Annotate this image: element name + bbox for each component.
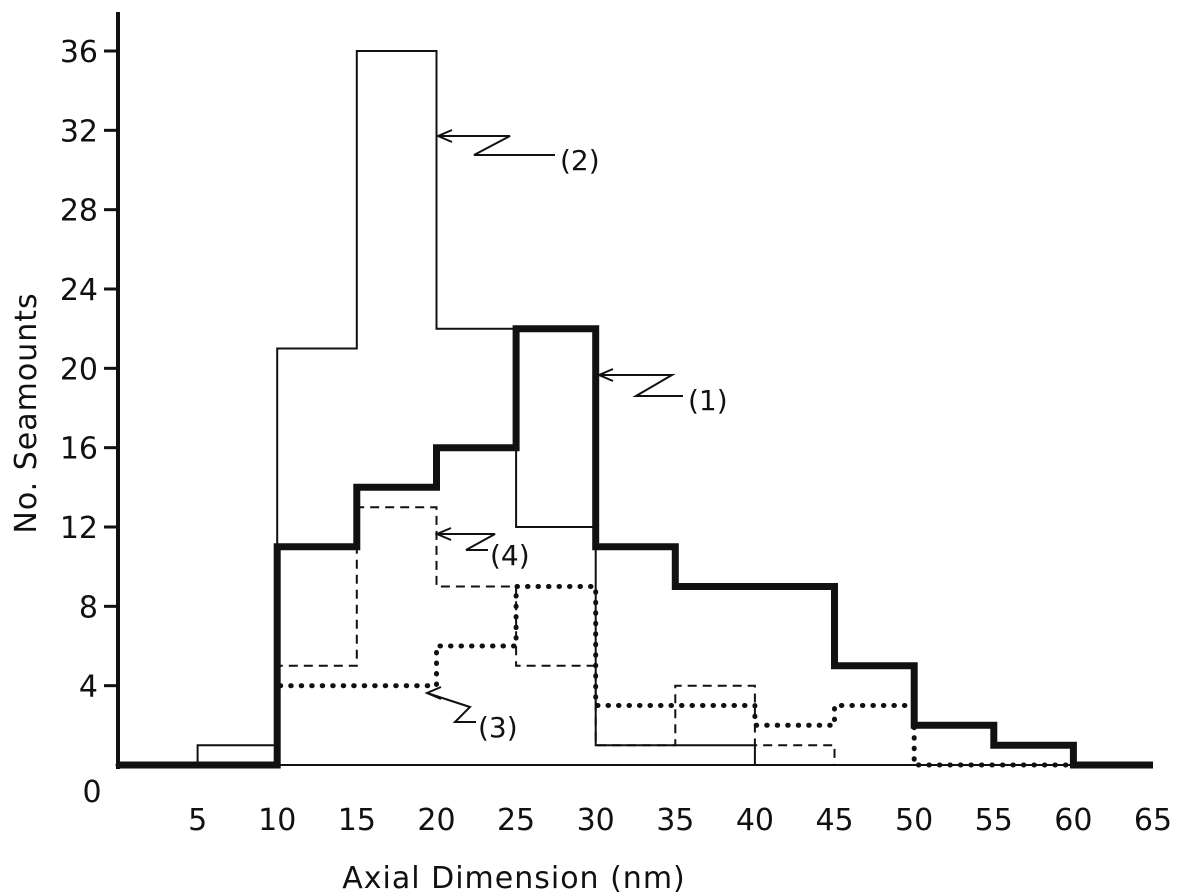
x-axis-title: Axial Dimension (nm) [342, 861, 686, 895]
series-callouts: (2) (1) (4) (3) [424, 129, 728, 744]
y-tick-labels: 4 8 12 16 20 24 28 32 36 [60, 35, 118, 705]
callout-arrowhead-1 [596, 368, 614, 382]
x-tick-label: 45 [815, 803, 853, 838]
y-axis-title: No. Seamounts [9, 292, 44, 533]
callout-leader-3 [426, 692, 476, 723]
y-tick-label: 8 [79, 590, 98, 625]
callout-leader-4 [437, 533, 496, 551]
x-tick-label: 40 [736, 803, 774, 838]
axes [116, 12, 1153, 769]
x-tick-label: 60 [1054, 803, 1092, 838]
y-tick-label: 36 [60, 35, 98, 70]
series-label-1: (1) [688, 384, 728, 417]
y-tick-label: 32 [60, 114, 98, 149]
callout-arrowhead-4 [434, 527, 452, 541]
y-tick-label: 28 [60, 194, 98, 229]
x-tick-label: 15 [338, 803, 376, 838]
x-tick-label: 35 [656, 803, 694, 838]
x-tick-label: 65 [1134, 803, 1172, 838]
y-tick-label: 16 [60, 432, 98, 467]
callout-arrowhead-2 [435, 129, 453, 143]
series-label-2: (2) [560, 144, 600, 177]
series-label-4: (4) [490, 539, 530, 572]
x-tick-label: 55 [975, 803, 1013, 838]
y-tick-label: 20 [60, 352, 98, 387]
y-tick-label: 4 [79, 670, 98, 705]
x-tick-label: 0 [82, 775, 101, 810]
callout-leader-2 [438, 135, 555, 156]
y-tick-label: 12 [60, 511, 98, 546]
y-tick-label: 24 [60, 273, 98, 308]
x-tick-labels: 0 5 10 15 20 25 30 35 40 45 50 55 60 65 [82, 775, 1172, 838]
x-tick-label: 20 [417, 803, 455, 838]
x-tick-label: 30 [577, 803, 615, 838]
x-tick-label: 5 [188, 803, 207, 838]
callout-leader-1 [599, 374, 683, 397]
callout-arrowhead-3 [424, 686, 442, 700]
plot-area [115, 50, 1156, 769]
x-tick-label: 50 [895, 803, 933, 838]
series-line-3 [115, 584, 1156, 768]
series-line-1 [118, 325, 1153, 769]
x-tick-label: 25 [497, 803, 535, 838]
series-line-2 [118, 50, 1153, 766]
series-label-3: (3) [478, 711, 518, 744]
x-tick-label: 10 [258, 803, 296, 838]
